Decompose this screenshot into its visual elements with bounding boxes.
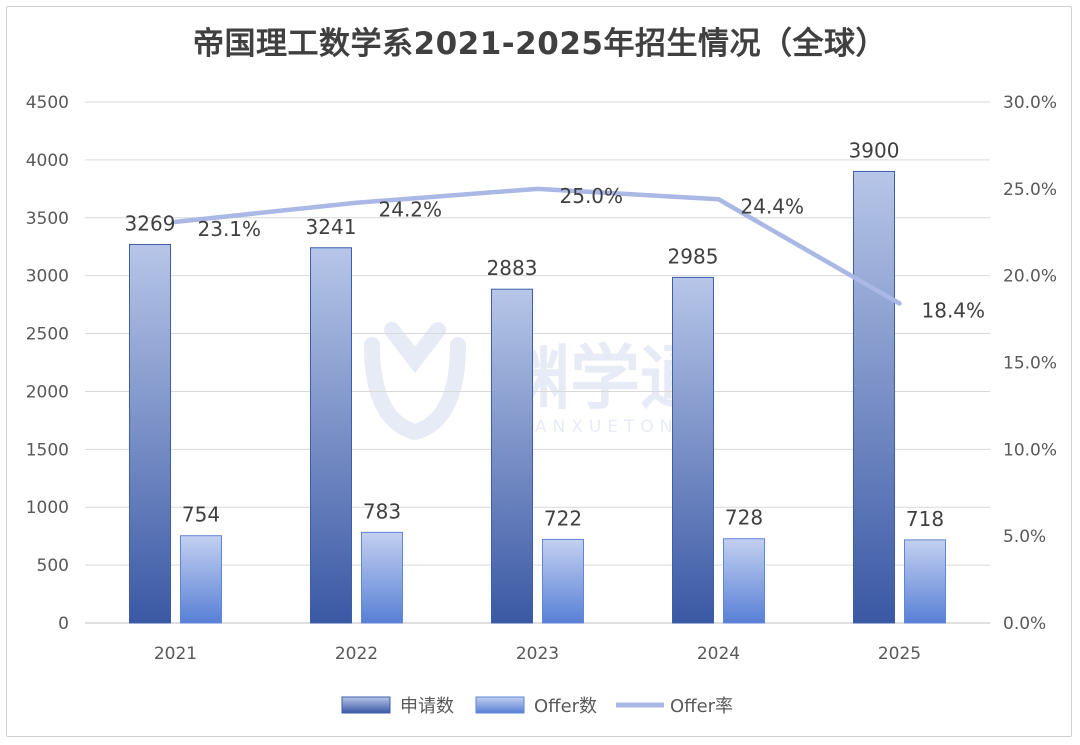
x-tick-label: 2024 — [697, 644, 740, 664]
y-tick-label: 0 — [58, 614, 69, 634]
data-label-offer-rate: 25.0% — [560, 184, 624, 208]
y-tick-label: 1000 — [26, 498, 69, 518]
x-tick-label: 2023 — [516, 644, 559, 664]
data-label-offer-rate: 23.1% — [198, 217, 262, 241]
y-tick-label: 4000 — [26, 151, 69, 171]
watermark-logo: 渊学通 YUANXUETONG — [364, 322, 710, 440]
x-tick-label: 2025 — [878, 644, 921, 664]
legend-swatch-apply — [341, 696, 391, 714]
bar-apply — [491, 288, 533, 624]
data-label-apply: 2883 — [487, 256, 538, 280]
bar-offer — [723, 538, 765, 624]
data-label-offer-rate: 18.4% — [922, 298, 986, 322]
bar-offer — [361, 531, 403, 624]
legend-item-apply: 申请数 — [341, 696, 454, 717]
data-label-offer: 728 — [725, 506, 763, 530]
y2-tick-label: 0.0% — [1003, 614, 1046, 634]
chart-title: 帝国理工数学系2021-2025年招生情况（全球） — [193, 26, 887, 62]
x-tick-label: 2022 — [335, 644, 378, 664]
data-label-apply: 2985 — [668, 244, 719, 268]
bar-offer — [180, 535, 222, 624]
y2-tick-label: 20.0% — [1003, 267, 1057, 287]
y2-tick-label: 5.0% — [1003, 527, 1046, 547]
data-label-apply: 3269 — [125, 212, 176, 236]
data-label-apply: 3241 — [306, 215, 357, 239]
y2-tick-label: 15.0% — [1003, 354, 1057, 374]
x-tick-label: 2021 — [154, 644, 197, 664]
legend-label-offer-rate: Offer率 — [670, 696, 733, 717]
y-tick-label: 3500 — [26, 209, 69, 229]
data-label-offer-rate: 24.2% — [379, 198, 443, 222]
y-tick-label: 1500 — [26, 440, 69, 460]
data-label-offer: 718 — [906, 507, 944, 531]
watermark-sub-text: YUANXUETONG — [499, 417, 698, 437]
legend-item-offer: Offer数 — [475, 696, 597, 717]
bar-offer — [904, 539, 946, 624]
data-label-offer-rate: 24.4% — [741, 194, 805, 218]
bar-apply — [310, 247, 352, 624]
bar-apply — [853, 170, 895, 624]
y2-tick-label: 30.0% — [1003, 93, 1057, 113]
legend-item-offer-rate: Offer率 — [616, 696, 733, 717]
y2-tick-label: 25.0% — [1003, 180, 1057, 200]
legend-swatch-offer — [475, 696, 525, 714]
legend: 申请数 Offer数 Offer率 — [341, 696, 733, 717]
y-tick-label: 3000 — [26, 267, 69, 287]
y-tick-label: 2500 — [26, 325, 69, 345]
bar-apply — [129, 244, 171, 624]
y-tick-label: 2000 — [26, 382, 69, 402]
bar-offer — [542, 538, 584, 624]
legend-label-offer: Offer数 — [534, 696, 597, 717]
watermark-emblem-icon — [364, 322, 466, 440]
data-label-offer: 783 — [363, 499, 401, 523]
y-tick-label: 500 — [37, 556, 69, 576]
legend-label-apply: 申请数 — [400, 696, 454, 717]
data-label-offer: 754 — [182, 503, 220, 527]
y-tick-label: 4500 — [26, 93, 69, 113]
bar-apply — [672, 276, 714, 624]
offer-rate-line — [173, 186, 902, 306]
y2-tick-label: 10.0% — [1003, 440, 1057, 460]
data-label-apply: 3900 — [849, 138, 900, 162]
data-label-offer: 722 — [544, 506, 582, 530]
